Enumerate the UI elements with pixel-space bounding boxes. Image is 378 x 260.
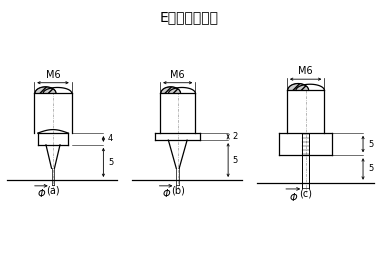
Text: (b): (b): [171, 185, 185, 195]
Polygon shape: [288, 83, 309, 90]
Text: 5: 5: [233, 155, 238, 165]
Text: (a): (a): [46, 185, 60, 195]
Text: 5: 5: [108, 158, 113, 167]
Text: M6: M6: [46, 70, 60, 80]
Text: Φ: Φ: [37, 189, 45, 199]
Text: Φ: Φ: [290, 193, 297, 203]
Text: M6: M6: [298, 66, 313, 76]
Text: M6: M6: [170, 70, 185, 80]
Text: 5: 5: [368, 165, 373, 173]
Text: (c): (c): [299, 189, 312, 199]
Text: 5: 5: [368, 140, 373, 148]
Text: 2: 2: [233, 132, 238, 141]
Polygon shape: [161, 87, 181, 93]
Text: 4: 4: [108, 134, 113, 144]
Text: Φ: Φ: [162, 189, 170, 199]
Text: E端局部放大图: E端局部放大图: [160, 10, 218, 24]
Polygon shape: [35, 87, 56, 93]
